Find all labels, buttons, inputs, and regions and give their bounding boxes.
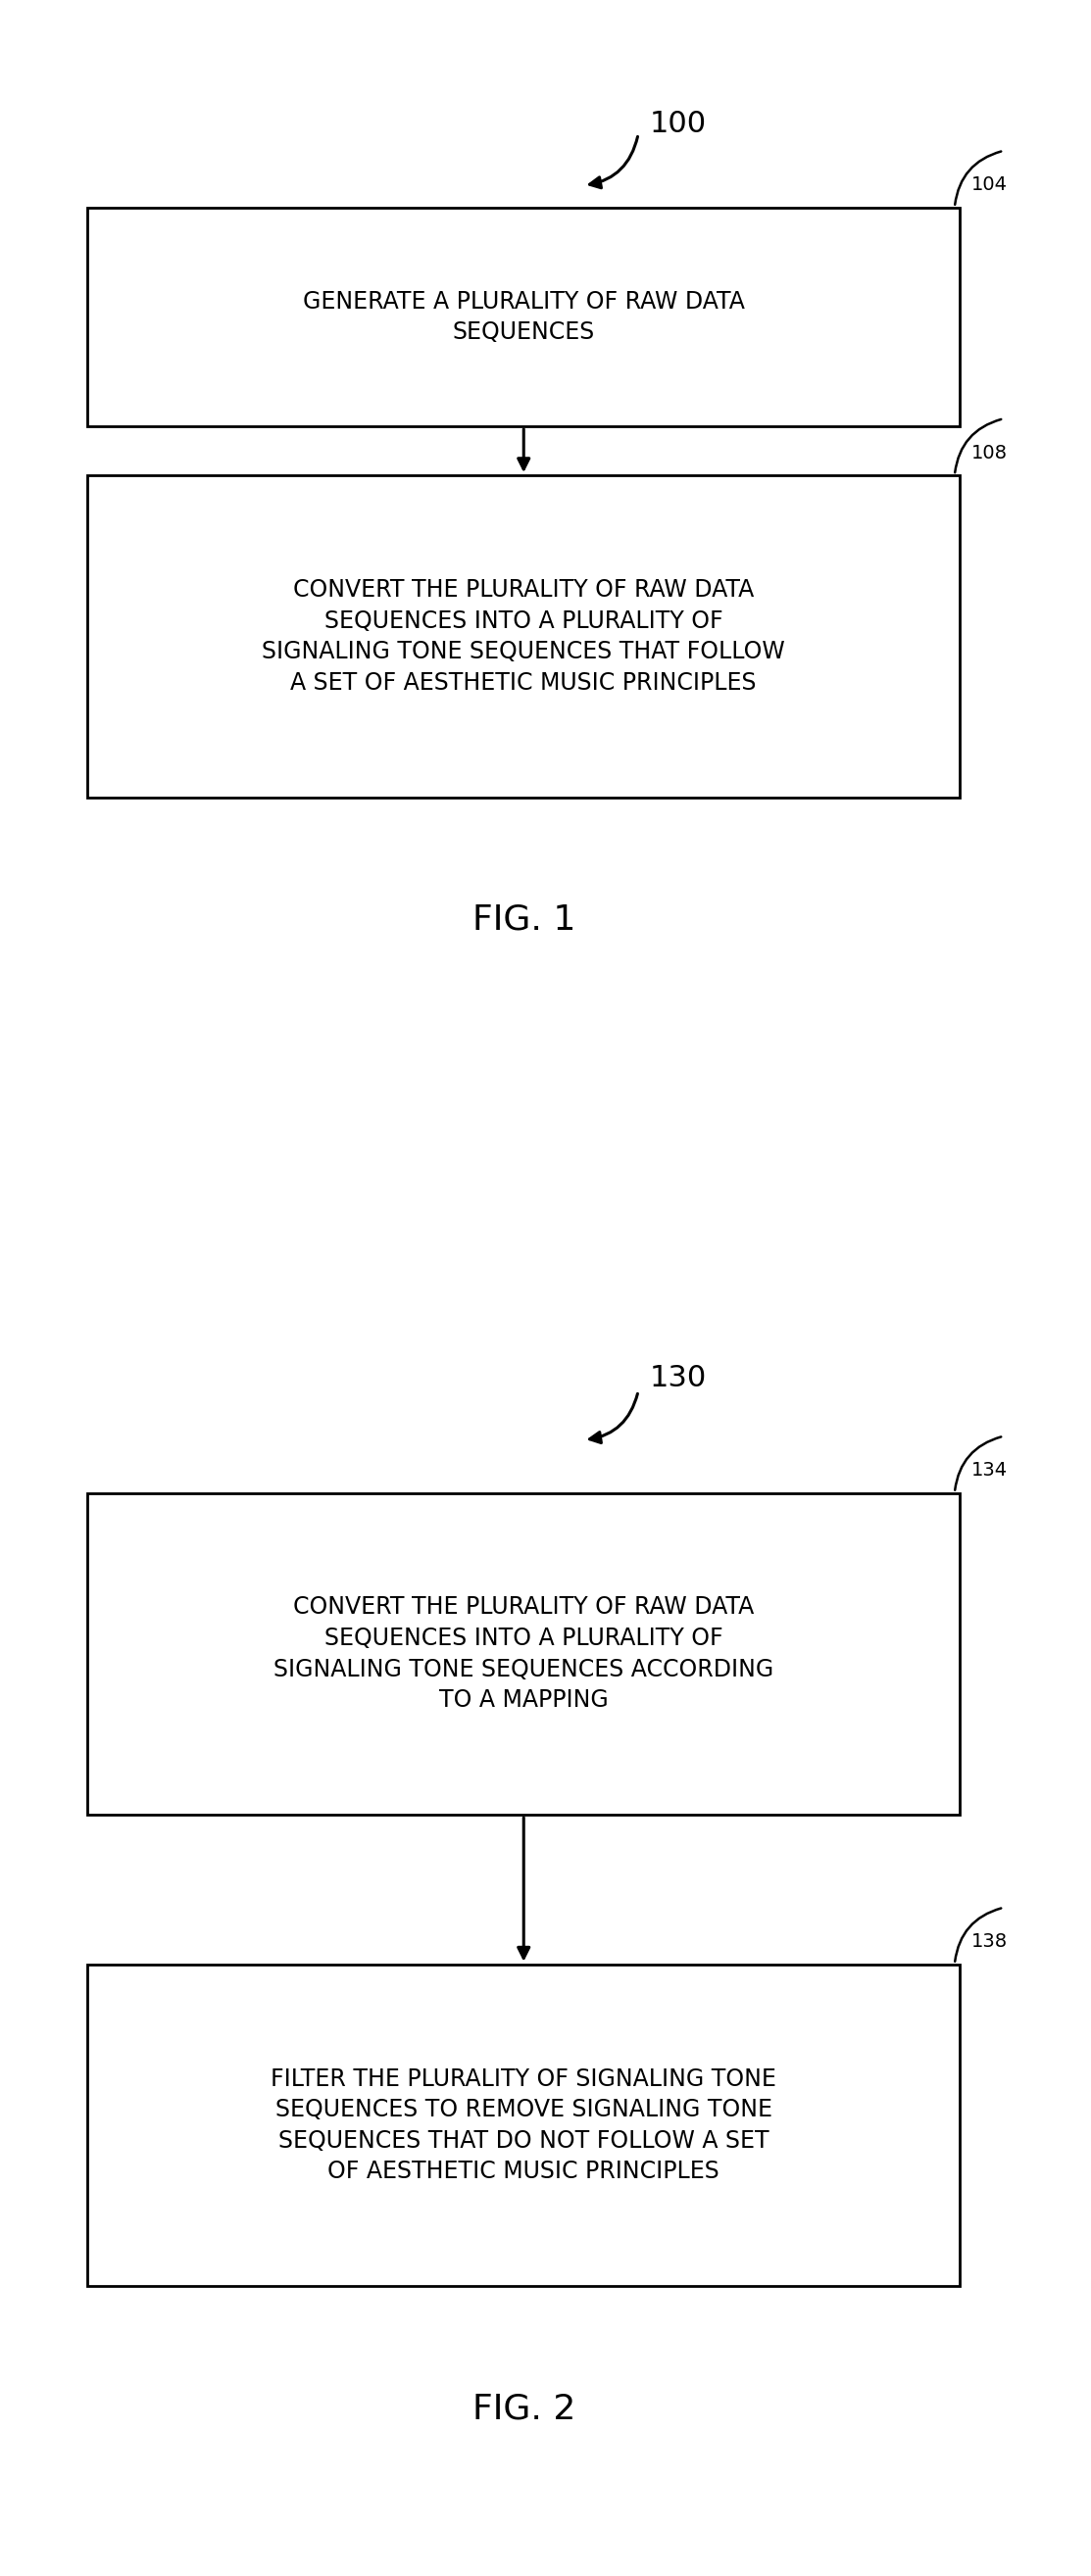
Bar [87,209,960,425]
Text: CONVERT THE PLURALITY OF RAW DATA
SEQUENCES INTO A PLURALITY OF
SIGNALING TONE S: CONVERT THE PLURALITY OF RAW DATA SEQUEN… [274,1595,774,1713]
Text: 138: 138 [971,1932,1007,1953]
Text: 108: 108 [971,443,1007,461]
Text: FIG. 1: FIG. 1 [472,904,575,935]
Text: CONVERT THE PLURALITY OF RAW DATA
SEQUENCES INTO A PLURALITY OF
SIGNALING TONE S: CONVERT THE PLURALITY OF RAW DATA SEQUEN… [262,577,786,696]
Text: GENERATE A PLURALITY OF RAW DATA
SEQUENCES: GENERATE A PLURALITY OF RAW DATA SEQUENC… [302,289,745,345]
Text: 134: 134 [971,1461,1007,1479]
Bar [87,1492,960,1814]
Bar [87,1963,960,2287]
Bar [87,477,960,799]
Text: 100: 100 [649,108,706,139]
Text: 130: 130 [649,1363,706,1394]
Text: FILTER THE PLURALITY OF SIGNALING TONE
SEQUENCES TO REMOVE SIGNALING TONE
SEQUEN: FILTER THE PLURALITY OF SIGNALING TONE S… [271,2066,777,2184]
Text: FIG. 2: FIG. 2 [472,2393,575,2424]
Text: 104: 104 [971,175,1007,196]
